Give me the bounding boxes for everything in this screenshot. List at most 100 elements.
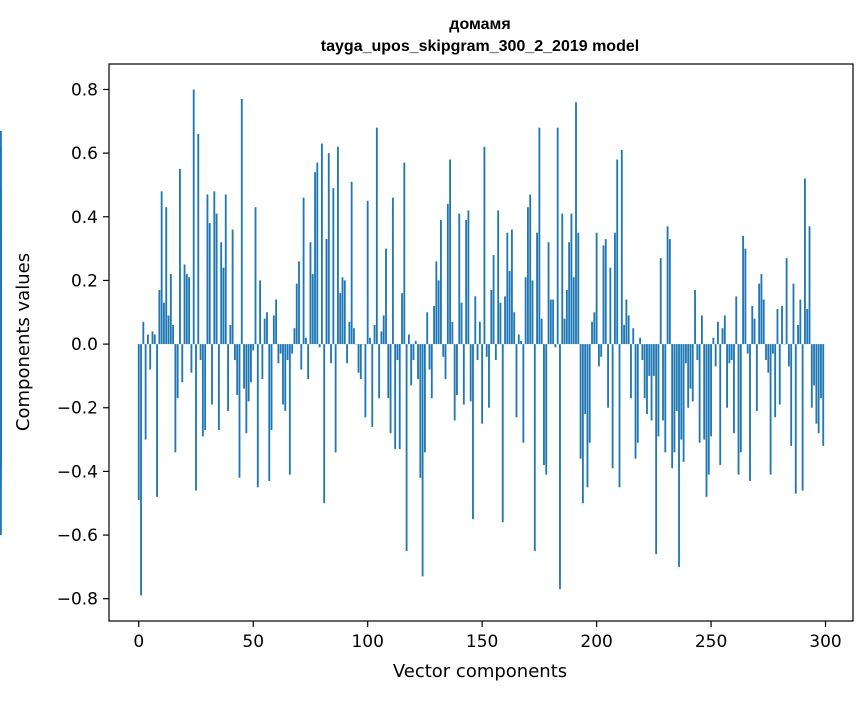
bar <box>506 233 508 344</box>
bar <box>587 344 589 487</box>
bar <box>383 315 385 344</box>
bar <box>639 338 641 344</box>
bar <box>284 344 286 411</box>
bar <box>186 274 188 344</box>
bar <box>541 319 543 344</box>
bar <box>641 344 643 360</box>
bar <box>774 344 776 417</box>
x-tick-label: 250 <box>695 632 727 652</box>
bar <box>728 344 730 363</box>
bar <box>598 344 600 366</box>
bar <box>575 102 577 344</box>
bar <box>287 344 289 360</box>
bar <box>220 242 222 344</box>
bar <box>571 214 573 345</box>
bar <box>303 198 305 344</box>
bar <box>573 277 575 344</box>
bar <box>667 226 669 344</box>
bar <box>756 344 758 411</box>
bar <box>209 223 211 344</box>
bar <box>438 280 440 344</box>
bar <box>152 331 154 344</box>
bar <box>390 344 392 433</box>
bar <box>655 344 657 554</box>
bar <box>742 236 744 344</box>
bar <box>559 344 561 589</box>
bar <box>744 249 746 344</box>
bar <box>296 284 298 344</box>
bar <box>694 290 696 344</box>
bar <box>239 344 241 478</box>
bar <box>548 242 550 344</box>
bar <box>603 245 605 344</box>
bar <box>200 344 202 360</box>
bar <box>337 147 339 344</box>
y-tick-label: 0.4 <box>71 208 98 228</box>
bar <box>637 344 639 443</box>
bar <box>328 153 330 344</box>
y-tick-label: 0.8 <box>71 80 98 100</box>
bar <box>712 338 714 344</box>
x-tick-label: 300 <box>809 632 841 652</box>
bar <box>605 239 607 344</box>
bar <box>465 220 467 344</box>
bar <box>243 344 245 389</box>
bar <box>554 344 556 347</box>
bar <box>234 344 236 360</box>
bar <box>680 344 682 439</box>
bar <box>683 344 685 462</box>
bar <box>749 344 751 481</box>
bar <box>676 344 678 411</box>
bar <box>193 89 195 344</box>
bar <box>802 344 804 490</box>
bar <box>142 322 144 344</box>
bar <box>447 204 449 344</box>
bar <box>387 344 389 398</box>
bar <box>722 328 724 344</box>
bar <box>456 344 458 395</box>
bar <box>461 303 463 344</box>
bar <box>335 344 337 452</box>
y-axis-ticks: −0.8−0.6−0.4−0.20.00.20.40.60.8 <box>57 80 109 609</box>
bar <box>619 344 621 487</box>
bar <box>589 344 591 443</box>
bar-series <box>0 89 824 595</box>
bar <box>609 268 611 344</box>
bar <box>481 344 483 424</box>
bar <box>696 344 698 360</box>
bar <box>314 172 316 344</box>
bar <box>449 159 451 344</box>
bar <box>653 344 655 376</box>
bar <box>213 191 215 344</box>
bar <box>795 344 797 494</box>
bar <box>392 198 394 344</box>
bar <box>527 207 529 344</box>
bar <box>346 344 348 363</box>
bar <box>195 344 197 490</box>
bar <box>156 344 158 497</box>
x-tick-label: 0 <box>133 632 144 652</box>
bar <box>477 344 479 360</box>
chart-title-line1: домамя <box>449 16 510 33</box>
bar <box>500 303 502 344</box>
bar <box>545 344 547 475</box>
bar <box>779 344 781 404</box>
bar <box>733 344 735 433</box>
bar <box>266 312 268 344</box>
bar <box>0 344 2 436</box>
bar <box>474 296 476 344</box>
bar <box>726 344 728 408</box>
bar <box>731 344 733 360</box>
bar <box>394 344 396 449</box>
bar <box>470 344 472 401</box>
bar <box>227 344 229 411</box>
bar <box>207 195 209 345</box>
bar <box>735 296 737 344</box>
bar <box>197 134 199 344</box>
bar <box>525 277 527 344</box>
bar <box>332 188 334 344</box>
bar <box>170 274 172 344</box>
bar <box>612 344 614 468</box>
bar <box>261 344 263 379</box>
